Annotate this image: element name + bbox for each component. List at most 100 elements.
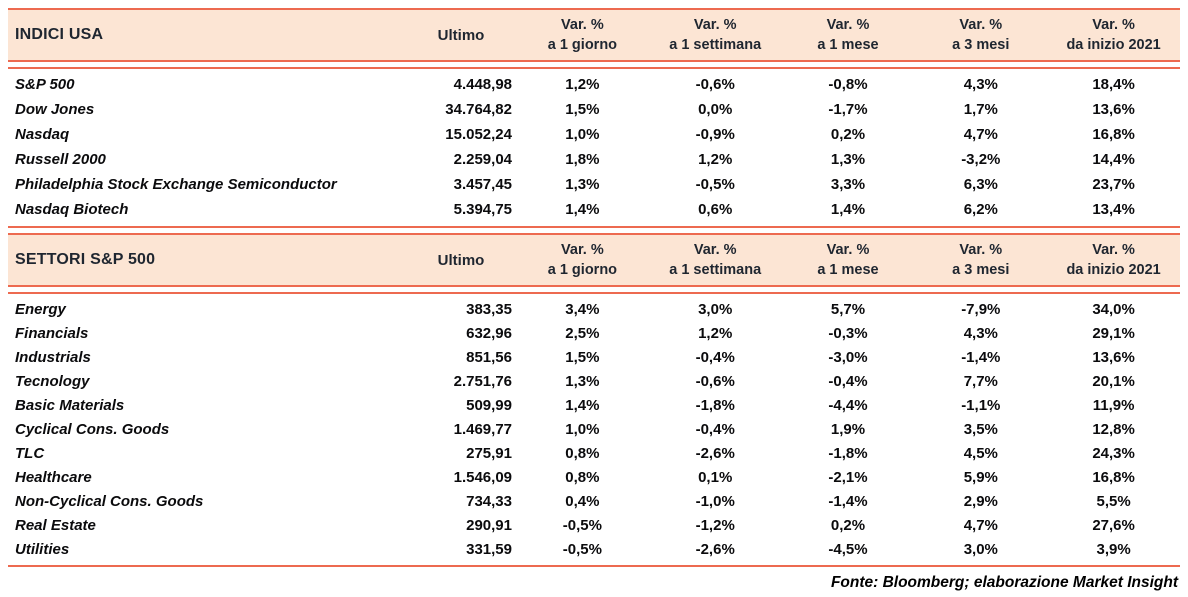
table-row: Dow Jones 34.764,82 1,5% 0,0% -1,7% 1,7%… (8, 97, 1180, 122)
report-sheet: INDICI USA Ultimo Var. % a 1 giorno Var.… (8, 8, 1180, 592)
var-header-line1: Var. % (1092, 17, 1135, 33)
row-name-cell: Basic Materials (15, 396, 125, 414)
row-var-1-giorno-cell: 1,5% (565, 348, 600, 366)
row-var-1-giorno-cell: 0,8% (565, 468, 600, 486)
column-header-var-1-giorno: Var. % a 1 giorno (516, 15, 649, 55)
column-header-var-3-mesi: Var. % a 3 mesi (914, 15, 1047, 55)
row-var-inizio-2021-cell: 11,9% (1092, 396, 1135, 414)
table-row: Non-Cyclical Cons. Goods 734,33 0,4% -1,… (8, 489, 1180, 513)
table-body-settori-sp500: Energy 383,35 3,4% 3,0% 5,7% -7,9% 34,0%… (8, 294, 1180, 565)
row-var-1-mese-cell: 1,3% (830, 151, 866, 168)
row-var-1-mese-cell: 3,3% (830, 176, 866, 193)
row-var-1-settimana-cell: -2,6% (695, 444, 735, 462)
row-var-1-settimana-cell: -1,8% (695, 396, 735, 414)
table-settori-sp500: SETTORI S&P 500 Ultimo Var. % a 1 giorno… (8, 226, 1180, 567)
table-header-settori-sp500: SETTORI S&P 500 Ultimo Var. % a 1 giorno… (8, 235, 1180, 285)
var-header-line1: Var. % (1092, 242, 1135, 258)
row-name-cell: Russell 2000 (15, 151, 106, 168)
row-ultimo-cell: 34.764,82 (445, 101, 512, 118)
column-header-var-1-mese: Var. % a 1 mese (782, 15, 915, 55)
column-header-var-inizio-2021: Var. % da inizio 2021 (1047, 15, 1180, 55)
table-row: Nasdaq 15.052,24 1,0% -0,9% 0,2% 4,7% 16… (8, 122, 1180, 147)
row-ultimo-cell: 632,96 (466, 324, 512, 342)
row-var-inizio-2021-cell: 12,8% (1092, 420, 1135, 438)
row-var-1-giorno-cell: 1,3% (565, 372, 600, 390)
row-var-1-settimana-cell: 0,1% (698, 468, 733, 486)
var-header-line2: da inizio 2021 (1066, 262, 1161, 278)
row-var-3-mesi-cell: 6,2% (963, 201, 998, 218)
row-var-1-giorno-cell: 1,3% (565, 176, 600, 193)
row-ultimo-cell: 5.394,75 (453, 201, 512, 218)
table-row: TLC 275,91 0,8% -2,6% -1,8% 4,5% 24,3% (8, 441, 1180, 465)
row-var-1-giorno-cell: 2,5% (565, 324, 600, 342)
row-name-cell: S&P 500 (15, 76, 75, 93)
table-body-indici-usa: S&P 500 4.448,98 1,2% -0,6% -0,8% 4,3% 1… (8, 69, 1180, 226)
row-var-1-settimana-cell: 0,6% (698, 201, 733, 218)
var-header-line2: a 3 mesi (952, 262, 1010, 278)
row-var-inizio-2021-cell: 23,7% (1092, 176, 1135, 193)
table-row: Energy 383,35 3,4% 3,0% 5,7% -7,9% 34,0% (8, 297, 1180, 321)
row-name-cell: Nasdaq (15, 126, 70, 143)
row-var-inizio-2021-cell: 13,4% (1092, 201, 1135, 218)
var-header-line1: Var. % (693, 242, 737, 258)
row-var-1-giorno-cell: 1,4% (565, 396, 600, 414)
table-row: Philadelphia Stock Exchange Semiconducto… (8, 172, 1180, 197)
row-ultimo-cell: 851,56 (466, 348, 512, 366)
var-header-line2: a 1 mese (817, 37, 879, 53)
row-ultimo-cell: 3.457,45 (453, 176, 512, 193)
row-var-1-settimana-cell: 0,0% (698, 101, 733, 118)
row-var-1-mese-cell: 1,4% (830, 201, 866, 218)
row-name-cell: Dow Jones (15, 101, 95, 118)
row-var-1-giorno-cell: 0,4% (565, 492, 600, 510)
row-var-inizio-2021-cell: 27,6% (1092, 516, 1135, 534)
row-ultimo-cell: 2.751,76 (453, 372, 512, 390)
row-name-cell: Non-Cyclical Cons. Goods (15, 492, 204, 510)
row-var-1-settimana-cell: -0,6% (695, 76, 735, 93)
row-ultimo-cell: 290,91 (466, 516, 512, 534)
header-bottom-rule (8, 285, 1180, 294)
row-var-1-mese-cell: -2,1% (828, 468, 868, 486)
row-ultimo-cell: 15.052,24 (445, 126, 512, 143)
var-header-line1: Var. % (826, 242, 870, 258)
row-name-cell: Real Estate (15, 516, 96, 534)
row-var-3-mesi-cell: 3,0% (963, 540, 998, 558)
row-var-1-settimana-cell: 1,2% (698, 151, 733, 168)
row-var-1-giorno-cell: 1,4% (565, 201, 600, 218)
row-var-1-settimana-cell: -0,6% (695, 372, 735, 390)
row-var-1-settimana-cell: -0,4% (695, 348, 735, 366)
row-var-inizio-2021-cell: 3,9% (1096, 540, 1131, 558)
var-header-line1: Var. % (959, 242, 1003, 258)
row-ultimo-cell: 4.448,98 (453, 76, 512, 93)
row-var-1-settimana-cell: 3,0% (698, 300, 733, 318)
row-var-3-mesi-cell: 4,7% (963, 516, 998, 534)
row-var-1-giorno-cell: 1,5% (565, 101, 600, 118)
row-var-1-settimana-cell: -1,2% (695, 516, 735, 534)
row-var-3-mesi-cell: -7,9% (961, 300, 1001, 318)
column-header-var-1-mese: Var. % a 1 mese (782, 240, 915, 280)
row-ultimo-cell: 734,33 (466, 492, 512, 510)
column-header-var-1-giorno: Var. % a 1 giorno (516, 240, 649, 280)
table-row: Healthcare 1.546,09 0,8% 0,1% -2,1% 5,9%… (8, 465, 1180, 489)
table-title: SETTORI S&P 500 (15, 251, 156, 268)
row-var-inizio-2021-cell: 5,5% (1096, 492, 1131, 510)
row-var-1-mese-cell: 0,2% (830, 126, 866, 143)
row-var-3-mesi-cell: 6,3% (963, 176, 998, 193)
row-var-inizio-2021-cell: 18,4% (1092, 76, 1135, 93)
row-var-1-giorno-cell: -0,5% (562, 540, 602, 558)
row-var-1-mese-cell: -1,8% (828, 444, 868, 462)
row-var-3-mesi-cell: 5,9% (963, 468, 998, 486)
header-bottom-rule (8, 60, 1180, 69)
table-row: Industrials 851,56 1,5% -0,4% -3,0% -1,4… (8, 345, 1180, 369)
table-title: INDICI USA (15, 26, 104, 43)
row-var-3-mesi-cell: -3,2% (961, 151, 1001, 168)
row-var-inizio-2021-cell: 29,1% (1092, 324, 1135, 342)
row-var-inizio-2021-cell: 16,8% (1092, 468, 1135, 486)
row-var-inizio-2021-cell: 13,6% (1092, 101, 1135, 118)
column-header-ultimo: Ultimo (437, 26, 485, 44)
row-name-cell: Tecnology (15, 372, 90, 390)
row-var-1-settimana-cell: -0,4% (695, 420, 735, 438)
row-ultimo-cell: 1.469,77 (453, 420, 512, 438)
row-var-1-settimana-cell: -0,5% (695, 176, 735, 193)
row-var-1-mese-cell: -1,7% (828, 101, 868, 118)
row-name-cell: Financials (15, 324, 89, 342)
